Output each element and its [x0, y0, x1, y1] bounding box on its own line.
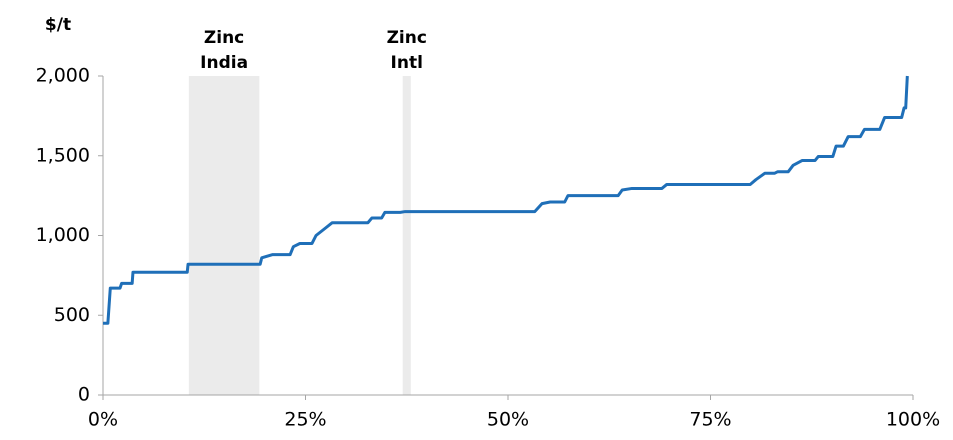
band-label: India [200, 53, 248, 73]
y-tick-label: 500 [54, 304, 90, 326]
x-tick-label: 25% [284, 409, 326, 431]
bands [188, 76, 411, 395]
y-tick-label: 1,500 [36, 144, 90, 166]
x-tick-label: 50% [487, 409, 529, 431]
band-label: Zinc [387, 28, 427, 48]
cost-curve [103, 75, 909, 325]
y-tick-label: 1,000 [36, 224, 90, 246]
y-axis-label: $/t [45, 15, 71, 35]
band-label: Intl [391, 53, 423, 73]
x-tick-label: 100% [886, 409, 940, 431]
x-tick-label: 0% [88, 409, 118, 431]
band-label: Zinc [204, 28, 244, 48]
x-tick-label: 75% [689, 409, 731, 431]
shaded-band [402, 76, 411, 395]
shaded-band [188, 76, 260, 395]
y-tick-label: 0 [78, 384, 90, 406]
y-tick-label: 2,000 [36, 65, 90, 87]
